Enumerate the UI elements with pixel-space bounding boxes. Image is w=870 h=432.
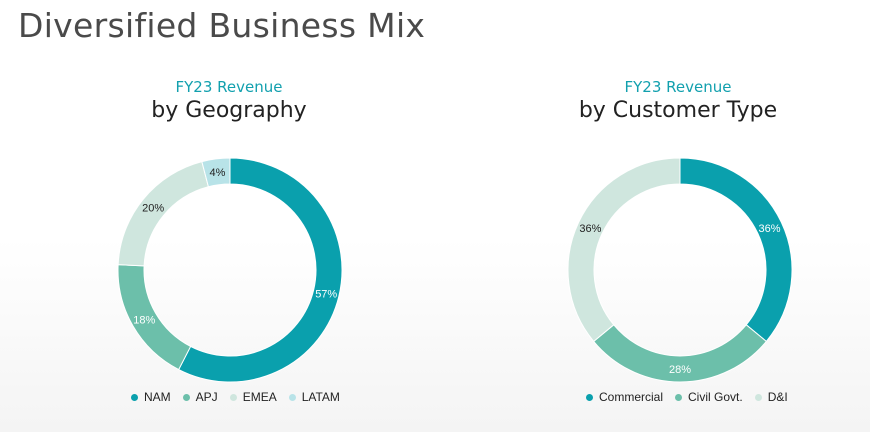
legend-item-nam: NAM	[131, 390, 171, 404]
data-label-d-i: 36%	[579, 223, 601, 235]
legend-dot-icon	[586, 393, 593, 401]
legend-item-latam: LATAM	[288, 390, 340, 404]
legend-item-emea: EMEA	[229, 390, 277, 404]
customer-chart-title: by Customer Type	[578, 98, 778, 123]
geography-chart-header: FY23 Revenue by Geography	[89, 78, 369, 123]
data-label-commercial: 36%	[759, 223, 781, 235]
geography-chart-title: by Geography	[151, 98, 307, 123]
legend-label: LATAM	[301, 390, 340, 404]
legend-label: EMEA	[242, 390, 277, 404]
data-label-latam: 4%	[210, 167, 226, 179]
legend-dot-icon	[288, 393, 296, 401]
legend-dot-icon	[675, 393, 683, 401]
legend-label: Civil Govt.	[688, 390, 743, 404]
legend-dot-icon	[754, 393, 762, 401]
legend-item-commercial: Commercial	[586, 390, 663, 404]
geography-legend: NAM APJ EMEA LATAM	[131, 390, 340, 404]
legend-label: NAM	[144, 390, 171, 404]
slice-nam	[178, 157, 343, 383]
legend-dot-icon	[182, 393, 190, 401]
data-label-apj: 18%	[133, 315, 155, 327]
customer-chart-subtitle: FY23 Revenue	[624, 78, 732, 96]
legend-dot-icon	[131, 393, 138, 401]
slice-d-i	[567, 157, 681, 343]
slice-latam	[201, 157, 231, 188]
legend-item-apj: APJ	[182, 390, 218, 404]
geography-donut-chart: 57% 18% 20% 4%	[117, 157, 343, 383]
data-label-civil-govt: 28%	[669, 364, 691, 376]
legend-label: APJ	[195, 390, 218, 404]
page-title: Diversified Business Mix	[18, 6, 426, 45]
customer-chart-header: FY23 Revenue by Customer Type	[538, 78, 818, 123]
legend-label: D&I	[767, 390, 788, 404]
customer-legend: Commercial Civil Govt. D&I	[586, 390, 788, 404]
legend-item-d-i: D&I	[754, 390, 788, 404]
data-label-nam: 57%	[315, 288, 337, 300]
slice-commercial	[679, 157, 793, 343]
customer-donut-chart: 36% 28% 36%	[567, 157, 793, 383]
geography-chart-subtitle: FY23 Revenue	[175, 78, 283, 96]
data-label-emea: 20%	[142, 203, 164, 215]
legend-dot-icon	[229, 393, 237, 401]
legend-label: Commercial	[599, 390, 664, 404]
legend-item-civil-govt: Civil Govt.	[675, 390, 743, 404]
